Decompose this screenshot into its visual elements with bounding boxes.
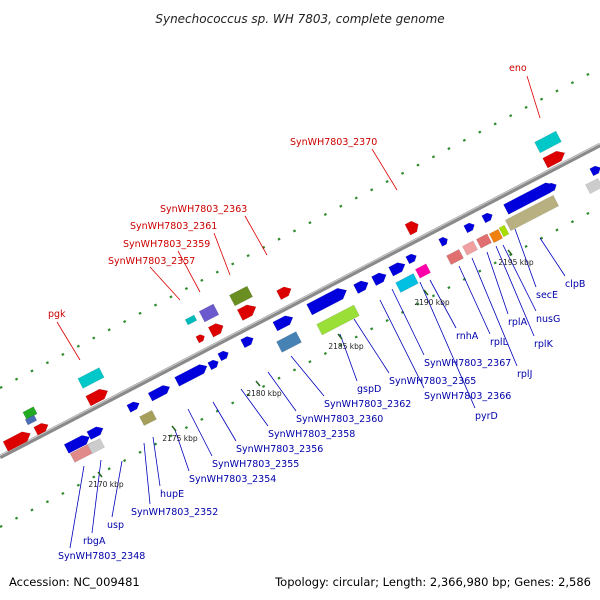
gene-feature-41[interactable] (488, 228, 504, 244)
lower-gene-label[interactable]: SynWH7803_2365 (389, 376, 476, 387)
gene-feature-25[interactable] (276, 284, 293, 301)
gene-feature-46[interactable] (534, 130, 562, 154)
map-title: Synechococcus sp. WH 7803, complete geno… (155, 12, 444, 26)
gene-feature-16[interactable] (195, 333, 206, 344)
gene-feature-11[interactable] (147, 383, 172, 402)
lower-gene-label[interactable]: SynWH7803_2367 (424, 358, 511, 369)
gene-feature-32[interactable] (395, 273, 419, 293)
gene-feature-19[interactable] (217, 349, 231, 362)
lower-gene-label[interactable]: rplA (508, 317, 528, 328)
gene-feature-29[interactable] (371, 270, 388, 287)
lower-gene-label[interactable]: SynWH7803_2356 (236, 444, 323, 455)
upper-strand-labels: pgk SynWH7803_2357 SynWH7803_2359 SynWH7803… (48, 63, 527, 320)
gene-feature-12[interactable] (174, 362, 210, 387)
lower-gene-label[interactable]: hupE (160, 489, 184, 500)
scale-label: 2180 kbp (246, 389, 282, 398)
lower-gene-label[interactable]: gspD (357, 384, 381, 395)
upper-gene-label[interactable]: SynWH7803_2357 (108, 256, 195, 267)
gene-feature-4[interactable] (63, 433, 92, 454)
lower-gene-label[interactable]: SynWH7803_2355 (212, 459, 299, 470)
gene-feature-34[interactable] (404, 219, 421, 236)
gene-feature-1[interactable] (33, 421, 51, 436)
gene-feature-30[interactable] (388, 260, 408, 277)
genome-backbone (0, 143, 600, 459)
lower-gene-label[interactable]: usp (107, 520, 124, 531)
lower-gene-label[interactable]: pyrD (475, 411, 498, 422)
scale-label: 2190 kbp (414, 298, 450, 307)
gene-feature-22[interactable] (236, 302, 259, 321)
lower-gene-label[interactable]: rplL (490, 337, 509, 348)
lower-gene-label[interactable]: SynWH7803_2360 (296, 414, 383, 425)
lower-gene-label[interactable]: rplK (534, 339, 554, 350)
gene-feature-49[interactable] (589, 164, 600, 177)
label-connectors (56, 75, 566, 549)
gene-feature-37[interactable] (481, 211, 495, 224)
upper-gene-label[interactable]: SynWH7803_2370 (290, 137, 377, 148)
gene-feature-35[interactable] (438, 236, 450, 247)
gene-feature-45[interactable] (545, 181, 559, 194)
lower-gene-label[interactable]: secE (536, 290, 558, 301)
gene-feature-31[interactable] (405, 252, 419, 265)
gene-feature-13[interactable] (207, 358, 221, 371)
lower-gene-label[interactable]: rnhA (456, 331, 479, 342)
scale-labels: 2170 kbp 2175 kbp 2180 kbp 2185 kbp 2190 kbp… (88, 249, 534, 489)
gene-feature-27[interactable] (316, 304, 360, 336)
upper-gene-label[interactable]: SynWH7803_2363 (160, 204, 247, 215)
gene-feature-7[interactable] (87, 437, 105, 455)
lower-gene-label[interactable]: SynWH7803_2352 (131, 507, 218, 518)
lower-gene-label[interactable]: SynWH7803_2354 (189, 474, 276, 485)
gene-feature-2[interactable] (22, 406, 38, 420)
upper-gene-label[interactable]: SynWH7803_2359 (123, 239, 210, 250)
gene-feature-47[interactable] (542, 148, 568, 169)
gene-feature-10[interactable] (126, 400, 141, 413)
gene-feature-36[interactable] (463, 221, 477, 234)
lower-gene-label[interactable]: clpB (565, 279, 585, 290)
gene-feature-18[interactable] (207, 321, 225, 338)
gene-feature-23[interactable] (272, 313, 295, 332)
gene-feature-40[interactable] (476, 233, 492, 249)
gene-feature-17[interactable] (198, 303, 220, 323)
gene-feature-43[interactable] (504, 194, 560, 232)
lower-gene-label[interactable]: nusG (536, 314, 560, 325)
gene-feature-24[interactable] (276, 331, 302, 353)
scale-label: 2195 kbp (498, 258, 534, 267)
gene-feature-42[interactable] (498, 224, 510, 238)
lower-gene-label[interactable]: SynWH7803_2362 (324, 399, 411, 410)
genome-summary-text: Topology: circular; Length: 2,366,980 bp… (274, 575, 591, 589)
gene-features (2, 130, 600, 463)
gene-feature-3[interactable] (24, 414, 38, 426)
upper-gene-label[interactable]: eno (509, 63, 527, 74)
lower-gene-label[interactable]: rbgA (83, 536, 106, 547)
gene-feature-33[interactable] (415, 263, 431, 279)
scale-label: 2185 kbp (328, 342, 364, 351)
lower-gene-label[interactable]: SynWH7803_2366 (424, 391, 511, 402)
gene-feature-5[interactable] (86, 424, 105, 441)
lower-gene-label[interactable]: rplJ (517, 369, 532, 380)
accession-text: Accession: NC_009481 (9, 575, 140, 589)
gene-feature-14[interactable] (139, 409, 157, 427)
gene-feature-15[interactable] (184, 314, 198, 326)
scale-label: 2170 kbp (88, 480, 124, 489)
gene-feature-9[interactable] (85, 386, 111, 407)
upper-gene-label[interactable]: SynWH7803_2361 (130, 221, 217, 232)
gene-feature-26[interactable] (306, 285, 350, 316)
gene-feature-8[interactable] (77, 367, 105, 389)
gene-feature-39[interactable] (462, 240, 478, 256)
upper-gene-label[interactable]: pgk (48, 309, 66, 320)
gene-feature-21[interactable] (229, 285, 253, 307)
lower-gene-label[interactable]: SynWH7803_2348 (58, 551, 145, 562)
lower-gene-label[interactable]: SynWH7803_2358 (268, 429, 355, 440)
gene-feature-38[interactable] (446, 248, 464, 266)
scale-label: 2175 kbp (162, 434, 198, 443)
gene-feature-0[interactable] (2, 429, 33, 452)
gene-feature-28[interactable] (353, 278, 370, 295)
gene-feature-48[interactable] (585, 177, 600, 195)
gene-feature-20[interactable] (240, 334, 256, 349)
